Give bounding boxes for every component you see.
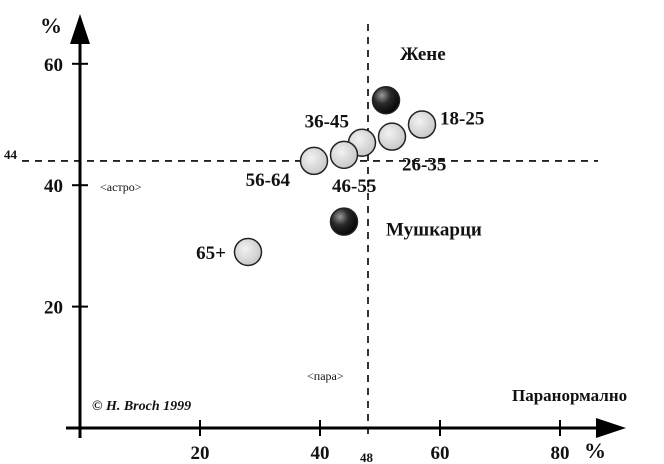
data-point-age <box>377 122 407 151</box>
data-point-age <box>407 110 437 139</box>
data-point-label: 46-55 <box>332 176 376 197</box>
data-point-label: 65+ <box>196 243 226 264</box>
x-axis-arrow <box>596 418 626 438</box>
y-reference-label: 44 <box>4 147 18 162</box>
x-reference-label: 48 <box>360 450 374 464</box>
y-axis-unit: % <box>40 13 62 38</box>
y-axis-arrow <box>70 14 90 44</box>
data-point-label: 56-64 <box>246 170 291 191</box>
data-point-age <box>299 146 329 176</box>
data-point-gender <box>329 207 359 236</box>
data-point-label: Жене <box>400 44 446 65</box>
y-tick-label: 20 <box>44 298 63 319</box>
x-tick-label: 80 <box>551 443 570 464</box>
y-tick-label: 40 <box>44 176 63 197</box>
x-axis-unit: % <box>584 438 606 463</box>
x-tick-label: 60 <box>431 443 450 464</box>
para-annotation: <пара> <box>307 369 344 383</box>
data-point-age <box>233 237 263 267</box>
astro-annotation: <астро> <box>100 180 142 194</box>
data-point-label: 26-35 <box>402 155 446 176</box>
data-point-age <box>329 140 359 170</box>
credit-text: © H. Broch 1999 <box>92 399 191 414</box>
data-point-gender <box>371 85 401 115</box>
y-tick-label: 60 <box>44 55 63 76</box>
x-tick-label: 40 <box>311 443 330 464</box>
data-point-label: 18-25 <box>440 109 484 130</box>
data-point-label: 36-45 <box>305 112 349 133</box>
x-axis-label: Паранормално <box>512 386 627 405</box>
x-tick-label: 20 <box>191 443 210 464</box>
data-point-label: Мушкарци <box>386 220 482 241</box>
